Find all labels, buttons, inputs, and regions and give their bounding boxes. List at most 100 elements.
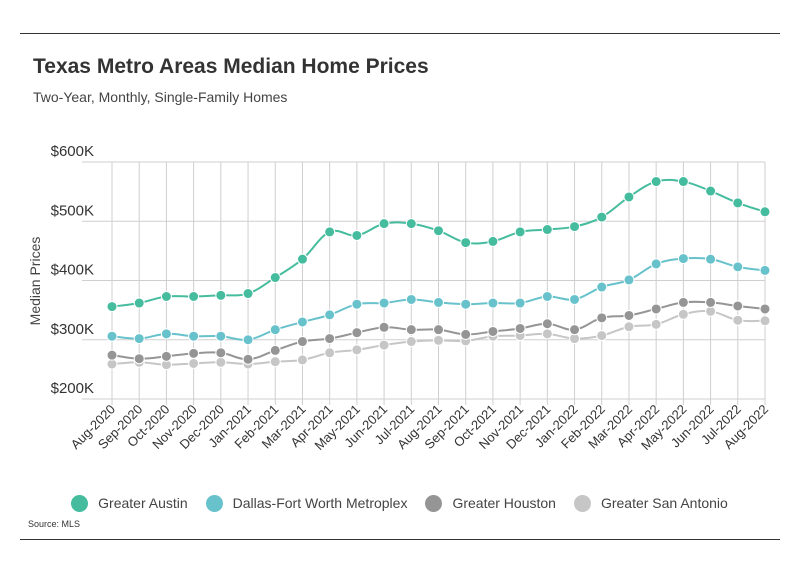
chart-title: Texas Metro Areas Median Home Prices (33, 55, 429, 78)
data-point-greater-san-antonio (351, 344, 363, 356)
data-point-dallas-fort-worth-metroplex (160, 328, 172, 340)
source-note: Source: MLS (28, 519, 81, 529)
series-lines (106, 176, 771, 371)
data-point-greater-houston (133, 353, 145, 365)
series-greater-austin (106, 176, 771, 313)
data-point-greater-houston (106, 349, 118, 361)
data-point-dallas-fort-worth-metroplex (596, 281, 608, 293)
legend: Greater Austin Dallas-Fort Worth Metrople… (0, 491, 799, 515)
data-point-greater-austin (433, 225, 444, 237)
data-point-greater-austin (106, 301, 118, 313)
data-point-greater-san-antonio (433, 334, 444, 346)
data-point-greater-austin (677, 176, 689, 188)
data-point-greater-san-antonio (378, 339, 390, 351)
data-point-greater-austin (487, 235, 499, 247)
data-point-dallas-fort-worth-metroplex (269, 324, 281, 336)
data-point-greater-houston (188, 347, 200, 359)
y-axis-label: Median Prices (27, 237, 43, 326)
data-point-greater-san-antonio (541, 328, 553, 340)
data-point-dallas-fort-worth-metroplex (732, 261, 744, 273)
data-point-greater-austin (378, 218, 390, 230)
data-point-greater-austin (160, 290, 172, 302)
data-point-dallas-fort-worth-metroplex (215, 330, 227, 342)
data-point-greater-houston (324, 333, 336, 345)
data-point-dallas-fort-worth-metroplex (705, 253, 717, 265)
data-point-greater-austin (188, 290, 200, 302)
legend-swatch (573, 494, 591, 512)
data-point-greater-san-antonio (215, 356, 227, 368)
data-point-greater-san-antonio (732, 314, 744, 326)
data-point-greater-austin (596, 211, 608, 223)
y-tick-label: $600K (51, 143, 94, 160)
data-point-greater-houston (677, 296, 689, 308)
data-point-greater-houston (269, 344, 281, 356)
data-point-greater-san-antonio (188, 357, 200, 369)
data-point-dallas-fort-worth-metroplex (541, 290, 553, 302)
data-point-greater-austin (705, 185, 717, 197)
data-point-dallas-fort-worth-metroplex (106, 330, 118, 342)
data-point-greater-houston (215, 347, 227, 359)
legend-item-greater-san-antonio: Greater San Antonio (573, 494, 728, 512)
data-point-greater-san-antonio (296, 354, 308, 366)
chart-subtitle: Two-Year, Monthly, Single-Family Homes (33, 89, 288, 105)
series-greater-houston (106, 296, 771, 365)
data-point-greater-austin (541, 224, 553, 236)
legend-swatch (425, 494, 443, 512)
data-point-greater-houston (650, 303, 662, 315)
data-point-greater-houston (596, 312, 608, 324)
data-point-greater-houston (732, 300, 744, 312)
data-point-greater-san-antonio (650, 318, 662, 330)
data-point-greater-san-antonio (596, 330, 608, 342)
data-point-greater-houston (296, 336, 308, 348)
data-point-greater-houston (433, 324, 444, 336)
data-point-dallas-fort-worth-metroplex (677, 253, 689, 265)
legend-item-dallas-fort-worth-metroplex: Dallas-Fort Worth Metroplex (205, 494, 408, 512)
data-point-greater-san-antonio (324, 347, 336, 359)
data-point-greater-houston (569, 324, 581, 336)
data-point-greater-houston (405, 324, 417, 336)
legend-swatch (205, 494, 223, 512)
data-point-dallas-fort-worth-metroplex (650, 258, 662, 270)
data-point-greater-houston (460, 328, 472, 340)
y-tick-labels: $200K $300K $400K $500K $600K (51, 143, 94, 397)
legend-label: Dallas-Fort Worth Metroplex (232, 495, 408, 511)
legend-label: Greater Austin (98, 495, 188, 511)
data-point-dallas-fort-worth-metroplex (460, 298, 472, 310)
data-point-greater-houston (623, 309, 635, 321)
data-point-greater-austin (732, 197, 744, 209)
data-point-greater-austin (296, 253, 308, 265)
data-point-greater-san-antonio (623, 321, 635, 333)
bottom-rule (20, 539, 780, 540)
data-point-dallas-fort-worth-metroplex (759, 264, 771, 276)
series-dallas-fort-worth-metroplex (106, 253, 771, 346)
legend-label: Greater Houston (452, 495, 556, 511)
data-point-greater-san-antonio (759, 315, 771, 327)
data-point-greater-houston (705, 296, 717, 308)
data-point-greater-san-antonio (269, 356, 281, 368)
data-point-greater-austin (351, 229, 363, 241)
y-tick-label: $200K (51, 380, 94, 397)
data-point-greater-austin (215, 289, 227, 301)
data-point-greater-austin (242, 288, 254, 300)
data-point-greater-houston (759, 303, 771, 315)
data-point-dallas-fort-worth-metroplex (433, 296, 444, 308)
data-point-greater-san-antonio (677, 308, 689, 320)
data-point-greater-san-antonio (405, 336, 417, 348)
data-point-dallas-fort-worth-metroplex (188, 330, 200, 342)
legend-item-greater-houston: Greater Houston (425, 494, 556, 512)
data-point-greater-austin (324, 226, 336, 238)
data-point-dallas-fort-worth-metroplex (324, 309, 336, 321)
x-tick-labels: Aug-2020Sep-2020Oct-2020Nov-2020Dec-2020… (68, 402, 771, 453)
data-point-dallas-fort-worth-metroplex (514, 297, 526, 309)
data-point-dallas-fort-worth-metroplex (242, 334, 254, 346)
data-point-greater-houston (541, 318, 553, 330)
legend-swatch (71, 494, 89, 512)
legend-item-greater-austin: Greater Austin (71, 494, 188, 512)
data-point-dallas-fort-worth-metroplex (133, 333, 145, 345)
data-point-greater-austin (269, 272, 281, 284)
data-point-greater-austin (623, 191, 635, 203)
data-point-greater-houston (351, 327, 363, 339)
series-greater-san-antonio (106, 305, 771, 371)
legend-label: Greater San Antonio (600, 495, 728, 511)
